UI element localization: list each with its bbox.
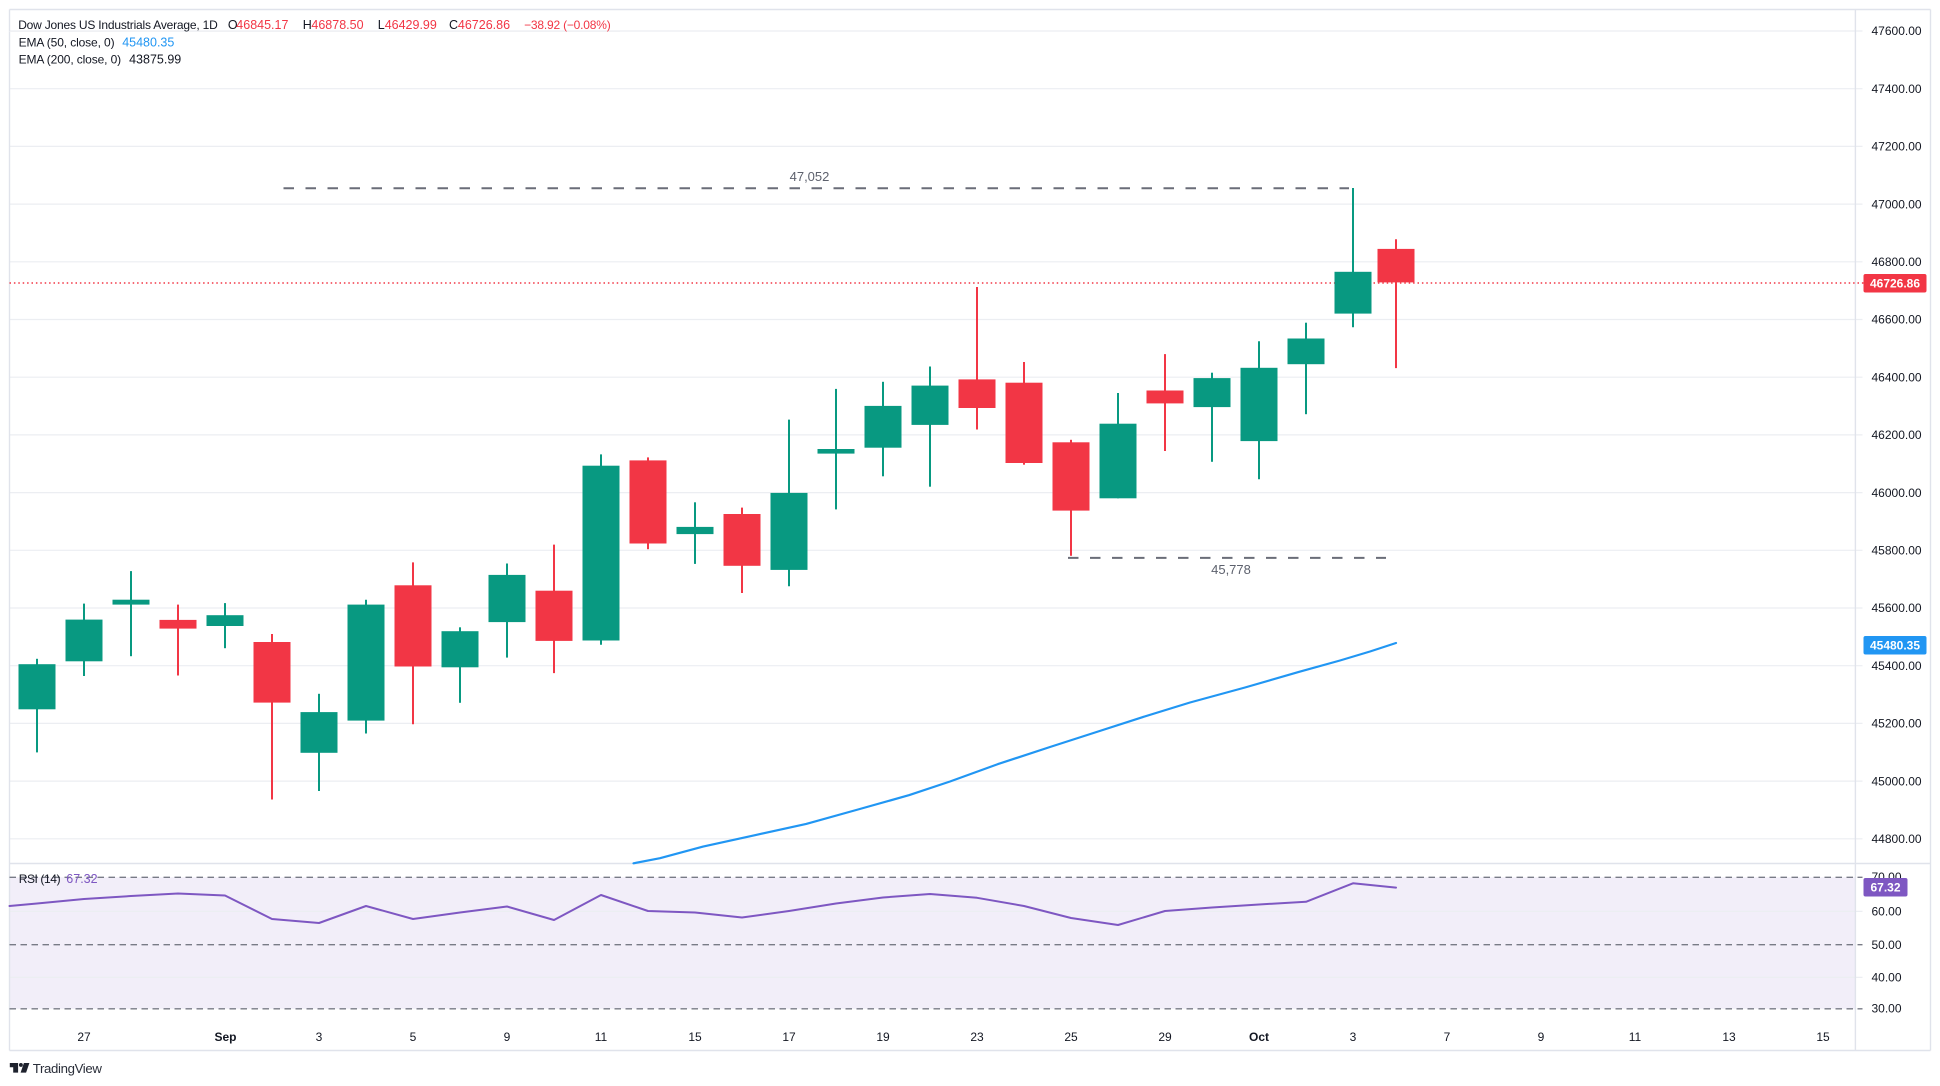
svg-text:45600.00: 45600.00: [1872, 601, 1922, 615]
svg-text:L: L: [378, 18, 385, 32]
svg-text:46400.00: 46400.00: [1872, 370, 1922, 384]
svg-text:46800.00: 46800.00: [1872, 255, 1922, 269]
svg-text:47,052: 47,052: [790, 169, 830, 184]
svg-text:45,778: 45,778: [1211, 562, 1251, 577]
svg-text:7: 7: [1444, 1030, 1451, 1044]
svg-text:C: C: [449, 18, 458, 32]
svg-text:40.00: 40.00: [1872, 971, 1902, 985]
svg-text:30.00: 30.00: [1872, 1002, 1902, 1016]
svg-text:45400.00: 45400.00: [1872, 659, 1922, 673]
svg-text:19: 19: [876, 1030, 890, 1044]
svg-text:46726.86: 46726.86: [458, 18, 510, 32]
svg-text:47400.00: 47400.00: [1872, 82, 1922, 96]
svg-text:25: 25: [1064, 1030, 1078, 1044]
svg-text:13: 13: [1722, 1030, 1736, 1044]
svg-text:45480.35: 45480.35: [1870, 638, 1920, 652]
svg-text:46429.99: 46429.99: [385, 18, 437, 32]
svg-text:H: H: [303, 18, 312, 32]
svg-text:45800.00: 45800.00: [1872, 544, 1922, 558]
svg-text:EMA (50, close, 0): EMA (50, close, 0): [19, 35, 115, 49]
svg-text:46845.17: 46845.17: [236, 18, 288, 32]
svg-text:O: O: [228, 18, 238, 32]
svg-text:3: 3: [316, 1030, 323, 1044]
svg-text:46200.00: 46200.00: [1872, 428, 1922, 442]
svg-text:47600.00: 47600.00: [1872, 24, 1922, 38]
svg-text:46726.86: 46726.86: [1870, 276, 1920, 290]
svg-text:46600.00: 46600.00: [1872, 313, 1922, 327]
svg-text:45480.35: 45480.35: [122, 35, 174, 49]
svg-text:43875.99: 43875.99: [129, 52, 181, 66]
svg-text:EMA (200, close, 0): EMA (200, close, 0): [19, 52, 122, 66]
svg-text:50.00: 50.00: [1872, 938, 1902, 952]
svg-text:11: 11: [595, 1030, 608, 1044]
svg-text:46000.00: 46000.00: [1872, 486, 1922, 500]
svg-text:67.32: 67.32: [1870, 880, 1900, 894]
svg-text:29: 29: [1158, 1030, 1172, 1044]
svg-text:23: 23: [970, 1030, 984, 1044]
svg-text:Sep: Sep: [214, 1030, 236, 1044]
svg-text:60.00: 60.00: [1872, 905, 1902, 919]
svg-text:67.32: 67.32: [66, 872, 97, 886]
svg-text:3: 3: [1350, 1030, 1357, 1044]
svg-text:9: 9: [1538, 1030, 1545, 1044]
svg-text:5: 5: [410, 1030, 417, 1044]
svg-text:Oct: Oct: [1249, 1030, 1269, 1044]
svg-text:−38.92 (−0.08%): −38.92 (−0.08%): [524, 18, 611, 32]
svg-text:27: 27: [77, 1030, 91, 1044]
svg-text:47200.00: 47200.00: [1872, 140, 1922, 154]
svg-text:17: 17: [782, 1030, 796, 1044]
svg-text:44800.00: 44800.00: [1872, 832, 1922, 846]
svg-text:46878.50: 46878.50: [311, 18, 363, 32]
svg-text:15: 15: [1816, 1030, 1830, 1044]
svg-text:45000.00: 45000.00: [1872, 774, 1922, 788]
svg-text:15: 15: [688, 1030, 702, 1044]
svg-text:9: 9: [504, 1030, 511, 1044]
svg-text:45200.00: 45200.00: [1872, 717, 1922, 731]
svg-text:11: 11: [1629, 1030, 1642, 1044]
svg-text:TradingView: TradingView: [33, 1061, 103, 1076]
svg-text:Dow Jones US Industrials Avera: Dow Jones US Industrials Average, 1D: [18, 18, 218, 32]
svg-text:RSI (14): RSI (14): [19, 872, 61, 886]
svg-text:47000.00: 47000.00: [1872, 197, 1922, 211]
